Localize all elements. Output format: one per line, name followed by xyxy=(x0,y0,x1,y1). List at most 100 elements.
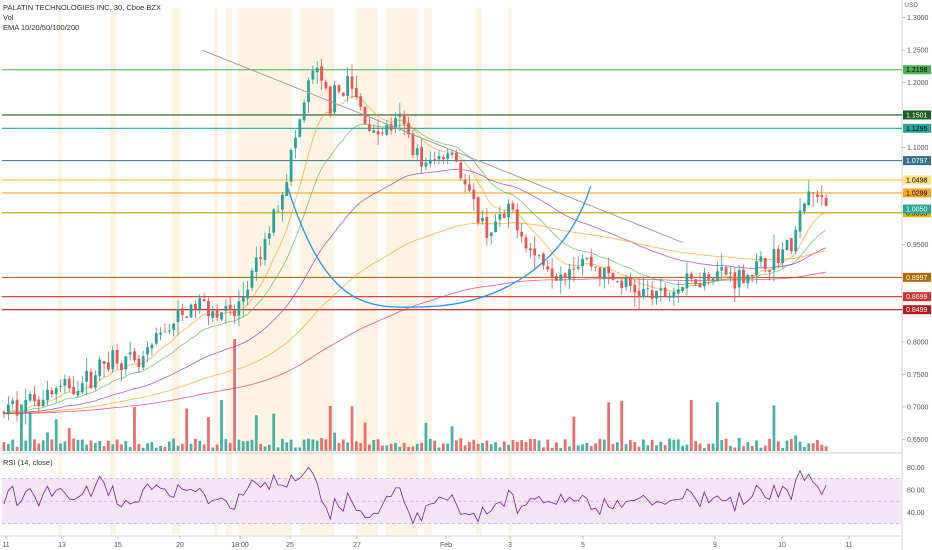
candle-body[interactable] xyxy=(207,301,210,317)
candle-body[interactable] xyxy=(220,312,223,320)
candle-body[interactable] xyxy=(102,361,106,364)
candle-body[interactable] xyxy=(2,411,6,414)
candle-body[interactable] xyxy=(98,359,102,377)
candle-body[interactable] xyxy=(128,352,132,355)
candle-body[interactable] xyxy=(41,399,45,407)
candle-body[interactable] xyxy=(768,269,771,272)
candle-body[interactable] xyxy=(394,118,397,129)
candle-body[interactable] xyxy=(368,124,371,131)
candle-body[interactable] xyxy=(689,273,693,279)
candle-body[interactable] xyxy=(398,113,402,117)
candle-body[interactable] xyxy=(711,278,715,281)
candle-body[interactable] xyxy=(59,386,62,388)
candle-body[interactable] xyxy=(285,181,289,196)
price-level-label[interactable]: 1.0797 xyxy=(906,158,928,165)
price-level-label[interactable]: 1.0299 xyxy=(906,190,928,197)
candle-body[interactable] xyxy=(681,287,684,291)
candle-body[interactable] xyxy=(50,390,54,395)
candle-body[interactable] xyxy=(803,203,806,212)
candle-body[interactable] xyxy=(707,274,711,280)
candle-body[interactable] xyxy=(107,362,110,370)
price-level-label[interactable]: 1.0498 xyxy=(906,178,928,185)
candle-body[interactable] xyxy=(198,298,202,310)
last-price-label[interactable]: 1.0050 xyxy=(906,207,928,214)
candle-body[interactable] xyxy=(163,331,167,333)
price-level-label[interactable]: 0.8699 xyxy=(906,294,928,301)
candle-body[interactable] xyxy=(798,210,802,232)
candle-body[interactable] xyxy=(276,211,280,212)
candle-body[interactable] xyxy=(302,102,306,121)
candle-body[interactable] xyxy=(694,279,698,285)
candle-body[interactable] xyxy=(463,179,467,185)
candle-body[interactable] xyxy=(607,266,611,274)
candle-body[interactable] xyxy=(585,258,589,259)
candle-body[interactable] xyxy=(137,358,141,367)
candle-body[interactable] xyxy=(246,289,249,299)
candle-body[interactable] xyxy=(54,388,58,395)
candle-body[interactable] xyxy=(824,197,828,206)
candle-body[interactable] xyxy=(559,274,563,281)
candle-body[interactable] xyxy=(772,249,776,271)
candle-body[interactable] xyxy=(254,257,258,273)
candle-body[interactable] xyxy=(76,390,80,396)
candle-body[interactable] xyxy=(750,274,754,277)
candle-body[interactable] xyxy=(224,305,228,312)
candle-body[interactable] xyxy=(111,350,115,370)
candle-body[interactable] xyxy=(350,76,354,89)
candle-body[interactable] xyxy=(533,248,537,256)
candle-body[interactable] xyxy=(446,153,450,159)
price-level-label[interactable]: 1.2198 xyxy=(906,67,928,74)
rsi-legend[interactable]: RSI (14, close) xyxy=(3,458,53,467)
price-level-label[interactable]: 1.1295 xyxy=(906,126,928,133)
candle-body[interactable] xyxy=(781,249,785,264)
candle-body[interactable] xyxy=(472,189,476,200)
candle-body[interactable] xyxy=(624,277,628,288)
candle-body[interactable] xyxy=(33,394,36,402)
candle-body[interactable] xyxy=(746,275,750,284)
price-level-label[interactable]: 0.8499 xyxy=(906,307,928,314)
candle-body[interactable] xyxy=(385,125,389,135)
price-level-label[interactable]: 0.8997 xyxy=(906,275,928,282)
candle-body[interactable] xyxy=(215,309,219,318)
candle-body[interactable] xyxy=(650,290,654,299)
candle-body[interactable] xyxy=(381,132,384,134)
candle-body[interactable] xyxy=(89,371,93,389)
candle-body[interactable] xyxy=(685,273,689,289)
candle-body[interactable] xyxy=(755,261,758,276)
candle-body[interactable] xyxy=(576,267,580,269)
candle-body[interactable] xyxy=(376,131,380,135)
candle-body[interactable] xyxy=(85,370,89,382)
candle-body[interactable] xyxy=(515,209,519,231)
candle-body[interactable] xyxy=(485,217,489,238)
candle-body[interactable] xyxy=(542,253,545,266)
candle-body[interactable] xyxy=(611,272,615,280)
candle-body[interactable] xyxy=(563,273,567,278)
candle-body[interactable] xyxy=(211,311,215,318)
candle-body[interactable] xyxy=(176,309,180,323)
candle-body[interactable] xyxy=(633,284,637,293)
candle-body[interactable] xyxy=(428,159,432,164)
candle-body[interactable] xyxy=(120,363,123,370)
candle-body[interactable] xyxy=(759,256,763,262)
symbol-title[interactable]: PALATIN TECHNOLOGIES INC, 30, Cboe BZX xyxy=(3,3,161,12)
candle-body[interactable] xyxy=(589,256,593,267)
candle-body[interactable] xyxy=(6,404,10,415)
candle-body[interactable] xyxy=(341,92,345,96)
candle-body[interactable] xyxy=(228,304,232,311)
candle-body[interactable] xyxy=(537,254,541,256)
candle-body[interactable] xyxy=(468,184,471,191)
candle-body[interactable] xyxy=(263,238,267,260)
ema-legend[interactable]: EMA 10/20/50/100/200 xyxy=(3,23,80,32)
candle-body[interactable] xyxy=(267,233,271,239)
candle-body[interactable] xyxy=(407,123,410,135)
candle-body[interactable] xyxy=(555,275,558,281)
candle-body[interactable] xyxy=(72,386,75,395)
candle-body[interactable] xyxy=(185,316,189,318)
candle-body[interactable] xyxy=(402,114,406,125)
candle-body[interactable] xyxy=(511,203,515,210)
candle-body[interactable] xyxy=(524,237,528,249)
candle-body[interactable] xyxy=(146,347,149,355)
candle-body[interactable] xyxy=(598,267,602,278)
candle-body[interactable] xyxy=(328,86,332,114)
candle-body[interactable] xyxy=(237,301,241,316)
